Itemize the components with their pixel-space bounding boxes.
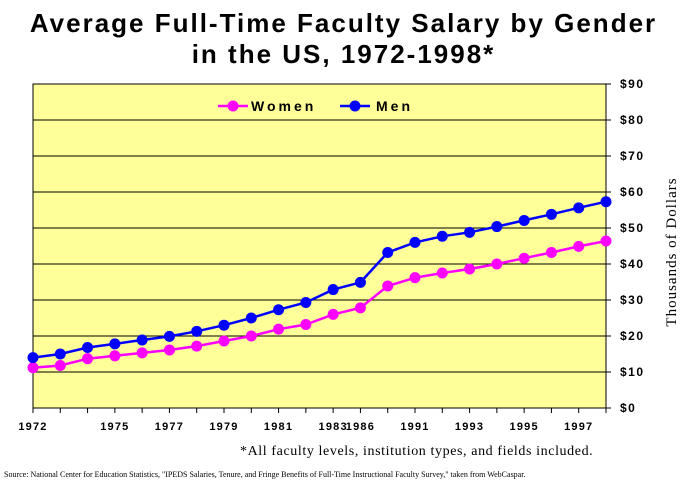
data-point-women [518, 252, 530, 264]
y-tick-label: $70 [620, 149, 645, 163]
legend-label-men: Men [376, 98, 413, 114]
data-point-women [409, 272, 421, 284]
data-point-men [354, 276, 366, 288]
data-point-men [245, 312, 257, 324]
data-point-women [54, 360, 66, 372]
y-tick-label: $10 [620, 365, 645, 379]
data-point-men [82, 342, 94, 354]
series-line-men [32, 200, 607, 359]
data-point-women [545, 246, 557, 258]
x-tick-label: 1993 [455, 421, 484, 433]
data-point-women [218, 335, 230, 347]
data-point-women [327, 308, 339, 320]
data-point-women [300, 318, 312, 330]
y-tick-label: $90 [620, 77, 645, 91]
data-point-men [491, 221, 503, 233]
data-point-men [218, 319, 230, 331]
data-point-men [163, 330, 175, 342]
data-point-men [191, 325, 203, 337]
data-point-women [436, 267, 448, 279]
y-tick-label: $60 [620, 185, 645, 199]
data-point-men [518, 214, 530, 226]
x-tick-label: 1983 [319, 421, 348, 433]
data-point-women [109, 350, 121, 362]
y-tick-label: $30 [620, 293, 645, 307]
data-point-men [27, 352, 39, 364]
x-tick-label: 1981 [264, 421, 293, 433]
y-tick-label: $0 [620, 401, 636, 415]
data-point-women [163, 344, 175, 356]
data-point-men [600, 196, 612, 208]
data-point-men [545, 208, 557, 220]
footnote: *All faculty levels, institution types, … [240, 444, 594, 459]
data-point-men [327, 284, 339, 296]
y-tick-label: $20 [620, 329, 645, 343]
x-tick-label: 1975 [100, 421, 129, 433]
data-point-men [382, 246, 394, 258]
y-axis-title: Thousands of Dollars [664, 177, 680, 326]
legend-marker-men [349, 100, 361, 112]
data-point-men [54, 348, 66, 360]
chart-title-line-1: Average Full-Time Faculty Salary by Gend… [29, 8, 658, 38]
legend-label-women: Women [251, 98, 316, 114]
series-line-women [32, 239, 607, 369]
data-point-women [464, 263, 476, 275]
data-point-women [27, 362, 39, 374]
data-point-women [273, 323, 285, 335]
data-point-women [82, 353, 94, 365]
x-tick-label: 1979 [209, 421, 238, 433]
data-point-women [491, 258, 503, 270]
data-point-men [300, 297, 312, 309]
data-point-women [245, 330, 257, 342]
data-point-women [354, 302, 366, 314]
chart-title: Average Full-Time Faculty Salary by Gend… [0, 8, 687, 70]
data-point-men [136, 334, 148, 346]
data-point-men [436, 230, 448, 242]
y-tick-label: $50 [620, 221, 645, 235]
data-point-men [464, 226, 476, 238]
data-point-men [109, 338, 121, 350]
data-point-women [136, 347, 148, 359]
x-tick-label: 1972 [18, 421, 47, 433]
data-point-women [573, 240, 585, 252]
x-tick-label: 1991 [400, 421, 429, 433]
data-point-men [409, 236, 421, 248]
source-note: Source: National Center for Education St… [4, 470, 526, 479]
x-tick-label: 1995 [510, 421, 539, 433]
data-point-women [382, 280, 394, 292]
data-point-women [600, 235, 612, 247]
y-tick-label: $40 [620, 257, 645, 271]
x-tick-label: 1977 [155, 421, 184, 433]
y-tick-label: $80 [620, 113, 645, 127]
data-point-women [191, 340, 203, 352]
data-point-men [573, 202, 585, 214]
data-point-men [273, 304, 285, 316]
chart-title-line-2: in the US, 1972-1998* [191, 39, 496, 69]
x-tick-label: 1986 [346, 421, 375, 433]
x-tick-label: 1997 [564, 421, 593, 433]
legend-marker-women [227, 100, 239, 112]
